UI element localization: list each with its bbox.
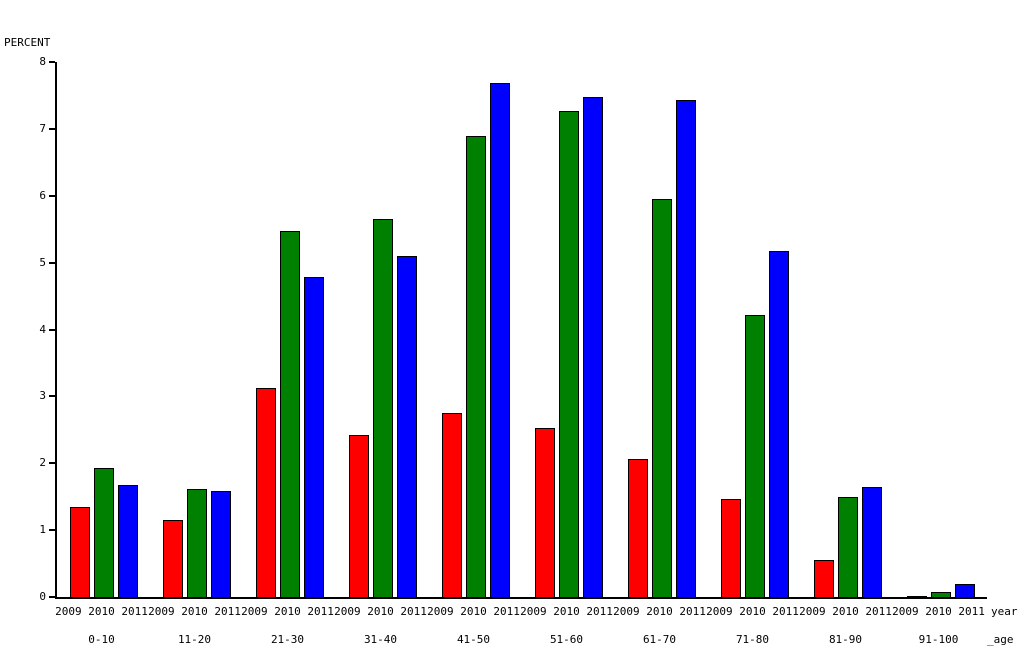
bar-group-51-60	[522, 62, 615, 597]
bar-2009-0-10	[69, 506, 90, 597]
bar-2010-81-90	[837, 497, 858, 597]
bar-2009-81-90	[813, 560, 834, 597]
bar-2009-31-40	[348, 434, 369, 597]
y-tick-label-4: 4	[39, 322, 46, 336]
bar-2011-81-90	[861, 486, 882, 597]
year-labels-81-90: 2009 2010 2011	[799, 605, 892, 618]
bar-2010-71-80	[744, 314, 765, 597]
bar-2011-61-70	[675, 100, 696, 597]
bar-2010-51-60	[558, 110, 579, 597]
bar-2011-11-20	[210, 491, 231, 597]
bar-2009-21-30	[255, 388, 276, 597]
y-tick-label-2: 2	[39, 456, 46, 470]
bar-2010-21-30	[279, 230, 300, 597]
bar-2010-91-100	[930, 592, 951, 597]
bar-group-91-100	[894, 62, 987, 597]
y-tick-label-1: 1	[39, 523, 46, 537]
plot-area	[55, 62, 987, 599]
year-labels-11-20: 2009 2010 2011	[148, 605, 241, 618]
x-axis-age-suffix: _age	[987, 633, 1014, 646]
bar-group-21-30	[243, 62, 336, 597]
age-label-0-10: 0-10	[88, 633, 115, 646]
bar-group-31-40	[336, 62, 429, 597]
y-tick-mark	[49, 529, 55, 532]
bar-2009-91-100	[906, 595, 927, 597]
bar-group-41-50	[429, 62, 522, 597]
bar-2009-51-60	[534, 428, 555, 597]
y-axis-title: PERCENT	[4, 36, 51, 49]
y-tick-mark	[49, 328, 55, 331]
bar-2009-71-80	[720, 498, 741, 597]
y-tick-mark	[49, 596, 55, 598]
year-labels-61-70: 2009 2010 2011	[613, 605, 706, 618]
y-tick-mark	[49, 61, 55, 63]
bar-2011-31-40	[396, 255, 417, 597]
bar-2009-11-20	[162, 520, 183, 597]
year-labels-41-50: 2009 2010 2011	[427, 605, 520, 618]
bar-2011-71-80	[768, 251, 789, 597]
bar-2010-41-50	[465, 135, 486, 597]
bar-group-0-10	[57, 62, 150, 597]
age-label-61-70: 61-70	[642, 633, 677, 646]
age-label-11-20: 11-20	[177, 633, 212, 646]
age-label-21-30: 21-30	[270, 633, 305, 646]
x-axis-year-suffix: year	[991, 605, 1018, 618]
y-tick-label-7: 7	[39, 121, 46, 135]
bar-group-81-90	[801, 62, 894, 597]
bar-2011-41-50	[489, 83, 510, 597]
age-label-71-80: 71-80	[735, 633, 770, 646]
year-labels-71-80: 2009 2010 2011	[706, 605, 799, 618]
bar-group-61-70	[615, 62, 708, 597]
age-label-51-60: 51-60	[549, 633, 584, 646]
y-tick-label-5: 5	[39, 255, 46, 269]
y-tick-label-8: 8	[39, 55, 46, 68]
y-tick-mark	[49, 261, 55, 264]
bar-2011-21-30	[303, 277, 324, 597]
x-axis-year-labels: 2009 2010 2011 2009 2010 2011 2009 2010 20…	[55, 605, 985, 618]
bar-2011-0-10	[117, 485, 138, 597]
bar-2010-61-70	[651, 199, 672, 597]
bar-group-11-20	[150, 62, 243, 597]
year-labels-51-60: 2009 2010 2011	[520, 605, 613, 618]
bar-2010-0-10	[93, 467, 114, 597]
bar-2011-51-60	[582, 96, 603, 597]
year-labels-21-30: 2009 2010 2011	[241, 605, 334, 618]
bar-2009-41-50	[441, 413, 462, 597]
year-labels-0-10: 2009 2010 2011	[55, 605, 148, 618]
y-tick-mark	[49, 395, 55, 398]
year-labels-31-40: 2009 2010 2011	[334, 605, 427, 618]
y-tick-mark	[49, 194, 55, 197]
bar-2011-91-100	[954, 584, 975, 597]
age-label-31-40: 31-40	[363, 633, 398, 646]
age-label-91-100: 91-100	[918, 633, 959, 646]
y-tick-label-0: 0	[39, 590, 46, 603]
y-tick-label-6: 6	[39, 188, 46, 202]
bar-group-71-80	[708, 62, 801, 597]
year-labels-91-100: 2009 2010 2011	[892, 605, 985, 618]
bar-2010-31-40	[372, 219, 393, 597]
bar-2009-61-70	[627, 459, 648, 597]
y-tick-mark	[49, 127, 55, 130]
age-label-81-90: 81-90	[828, 633, 863, 646]
bar-2010-11-20	[186, 488, 207, 597]
y-tick-mark	[49, 462, 55, 465]
x-axis-age-labels: 0-10 11-20 21-30 31-40 41-50 51-60 61-70 71-80 8…	[55, 633, 985, 646]
y-tick-label-3: 3	[39, 389, 46, 403]
age-label-41-50: 41-50	[456, 633, 491, 646]
